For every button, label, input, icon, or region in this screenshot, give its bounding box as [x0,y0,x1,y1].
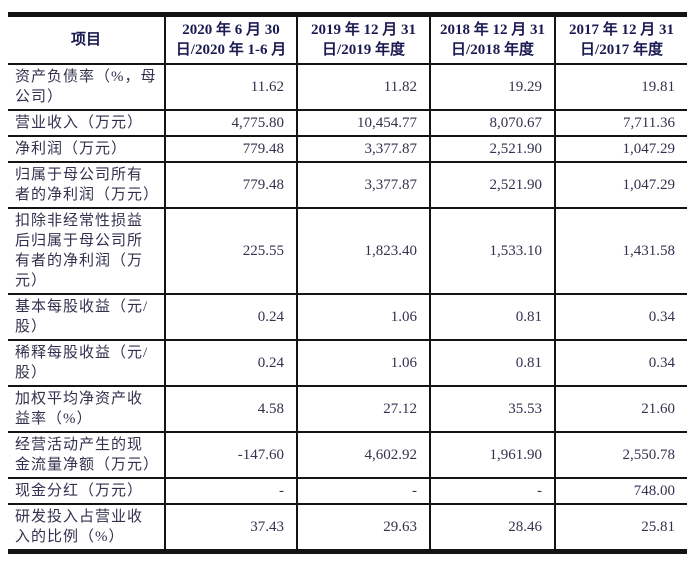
row-label: 基本每股收益（元/ 股） [8,293,166,341]
table-row: 基本每股收益（元/ 股） 0.24 1.06 0.81 0.34 [8,293,687,341]
column-header-2017: 2017 年 12 月 31 日/2017 年度 [554,17,687,65]
cell-value: 0.24 [164,293,298,341]
cell-value: 748.00 [554,477,687,505]
cell-value: 2,550.78 [554,431,687,479]
table-row: 稀释每股收益（元/ 股） 0.24 1.06 0.81 0.34 [8,339,687,387]
cell-value: 35.53 [429,385,556,433]
cell-value: 779.48 [164,135,298,163]
cell-value: 4,775.80 [164,109,298,137]
row-label: 资产负债率（%，母 公司） [8,63,166,111]
cell-value: 1,431.58 [554,207,687,295]
cell-value: 10,454.77 [296,109,431,137]
cell-value: 0.34 [554,339,687,387]
financial-summary-table: 项目 2020 年 6 月 30 日/2020 年 1-6 月 2019 年 1… [8,17,687,549]
cell-value: - [429,477,556,505]
column-header-2020: 2020 年 6 月 30 日/2020 年 1-6 月 [164,17,298,65]
cell-value: 4.58 [164,385,298,433]
cell-value: 779.48 [164,161,298,209]
cell-value: 19.29 [429,63,556,111]
table-body: 资产负债率（%，母 公司） 11.62 11.82 19.29 19.81 营业收入（万元… [8,63,687,549]
row-label: 研发投入占营业收 入的比例（%） [8,503,166,549]
cell-value: 1,047.29 [554,135,687,163]
header-row: 项目 2020 年 6 月 30 日/2020 年 1-6 月 2019 年 1… [8,17,687,65]
cell-value: 0.24 [164,339,298,387]
cell-value: 3,377.87 [296,135,431,163]
cell-value: 1,823.40 [296,207,431,295]
cell-value: 27.12 [296,385,431,433]
cell-value: 1,961.90 [429,431,556,479]
cell-value: 1,047.29 [554,161,687,209]
cell-value: 28.46 [429,503,556,549]
row-label: 经营活动产生的现 金流量净额（万元） [8,431,166,479]
column-header-2019: 2019 年 12 月 31 日/2019 年度 [296,17,431,65]
cell-value: 3,377.87 [296,161,431,209]
cell-value: 1,533.10 [429,207,556,295]
table-row: 归属于母公司所有 者的净利润（万元） 779.48 3,377.87 2,521.90… [8,161,687,209]
column-header-2018: 2018 年 12 月 31 日/2018 年度 [429,17,556,65]
table-row: 现金分红（万元） - - -748.00 [8,477,687,505]
row-label: 稀释每股收益（元/ 股） [8,339,166,387]
cell-value: -147.60 [164,431,298,479]
row-label: 净利润（万元） [8,135,166,163]
cell-value: 11.82 [296,63,431,111]
cell-value: 8,070.67 [429,109,556,137]
table-row: 资产负债率（%，母 公司） 11.62 11.82 19.29 19.81 [8,63,687,111]
table-row: 营业收入（万元） 4,775.80 10,454.77 8,070.67 7,711.3… [8,109,687,137]
cell-value: 0.81 [429,339,556,387]
row-label: 营业收入（万元） [8,109,166,137]
table-row: 研发投入占营业收 入的比例（%） 37.43 29.63 28.46 25.81 [8,503,687,549]
table-row: 扣除非经常性损益 后归属于母公司所 有者的净利润（万 元） 225.55 1,823… [8,207,687,295]
cell-value: 11.62 [164,63,298,111]
table-row: 净利润（万元） 779.48 3,377.87 2,521.90 1,047.29 [8,135,687,163]
table-header: 项目 2020 年 6 月 30 日/2020 年 1-6 月 2019 年 1… [8,17,687,65]
financial-summary-table-frame: 项目 2020 年 6 月 30 日/2020 年 1-6 月 2019 年 1… [8,12,687,554]
cell-value: 37.43 [164,503,298,549]
cell-value: 25.81 [554,503,687,549]
cell-value: 2,521.90 [429,161,556,209]
table-row: 经营活动产生的现 金流量净额（万元） -147.60 4,602.92 1,961.9… [8,431,687,479]
cell-value: 19.81 [554,63,687,111]
cell-value: 0.81 [429,293,556,341]
table-row: 加权平均净资产收 益率（%） 4.58 27.12 35.53 21.60 [8,385,687,433]
cell-value: 21.60 [554,385,687,433]
row-label: 加权平均净资产收 益率（%） [8,385,166,433]
cell-value: 2,521.90 [429,135,556,163]
cell-value: 225.55 [164,207,298,295]
cell-value: 4,602.92 [296,431,431,479]
row-label: 归属于母公司所有 者的净利润（万元） [8,161,166,209]
cell-value: - [164,477,298,505]
row-label: 现金分红（万元） [8,477,166,505]
column-header-item: 项目 [8,17,166,65]
cell-value: 0.34 [554,293,687,341]
cell-value: 7,711.36 [554,109,687,137]
row-label: 扣除非经常性损益 后归属于母公司所 有者的净利润（万 元） [8,207,166,295]
cell-value: 1.06 [296,293,431,341]
cell-value: 1.06 [296,339,431,387]
cell-value: - [296,477,431,505]
cell-value: 29.63 [296,503,431,549]
